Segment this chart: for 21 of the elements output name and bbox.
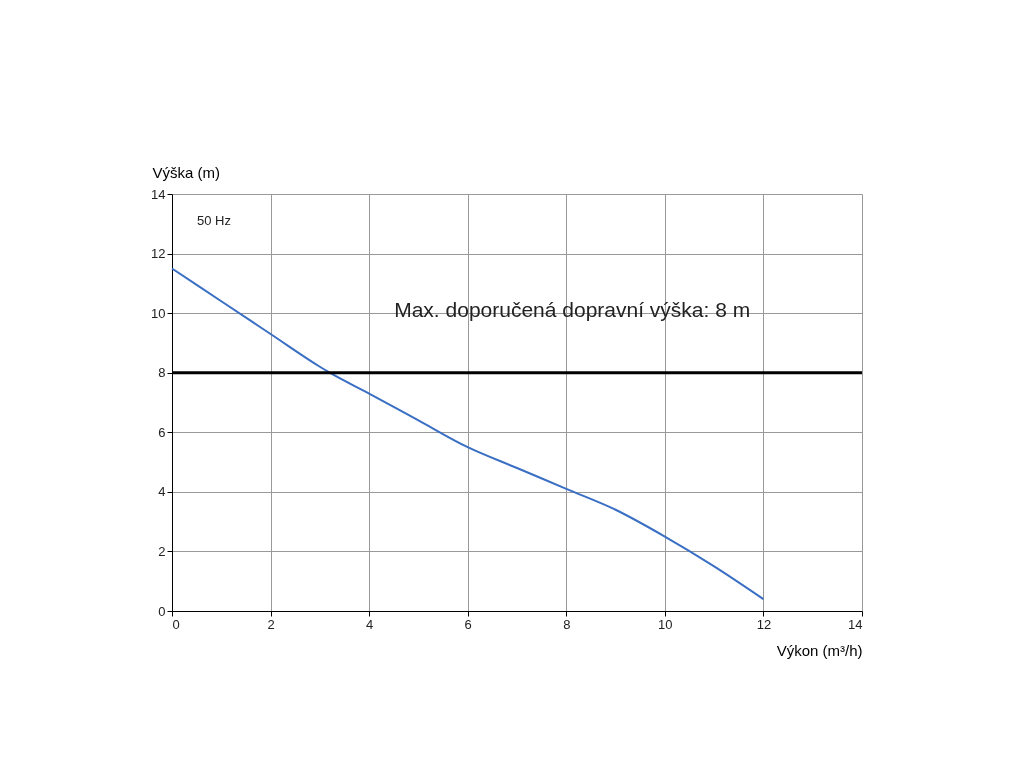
x-tick-label: 14 [848, 616, 863, 632]
annotation: 50 Hz [197, 213, 231, 228]
ref-line-label: Max. doporučená dopravní výška: 8 m [394, 297, 751, 321]
y-tick-label: 4 [158, 484, 166, 500]
x-tick-label: 10 [658, 616, 673, 632]
y-tick-label: 14 [151, 186, 166, 202]
line-series [171, 267, 765, 601]
x-tick-label: 0 [172, 616, 180, 632]
x-axis-title: Výkon (m³/h) [776, 641, 863, 659]
y-axis-title: Výška (m) [152, 163, 220, 181]
y-tick-label: 10 [151, 305, 166, 321]
y-tick-label: 0 [158, 603, 166, 619]
x-tick-label: 12 [756, 616, 772, 632]
y-tick-label: 6 [158, 424, 166, 440]
x-tick-label: 6 [464, 616, 472, 632]
y-tick-label: 8 [158, 365, 166, 381]
y-tick-label: 2 [158, 543, 166, 559]
x-tick-label: 2 [267, 616, 275, 632]
x-tick-label: 8 [563, 616, 571, 632]
y-tick-label: 12 [151, 246, 166, 262]
x-tick-label: 4 [366, 616, 374, 632]
